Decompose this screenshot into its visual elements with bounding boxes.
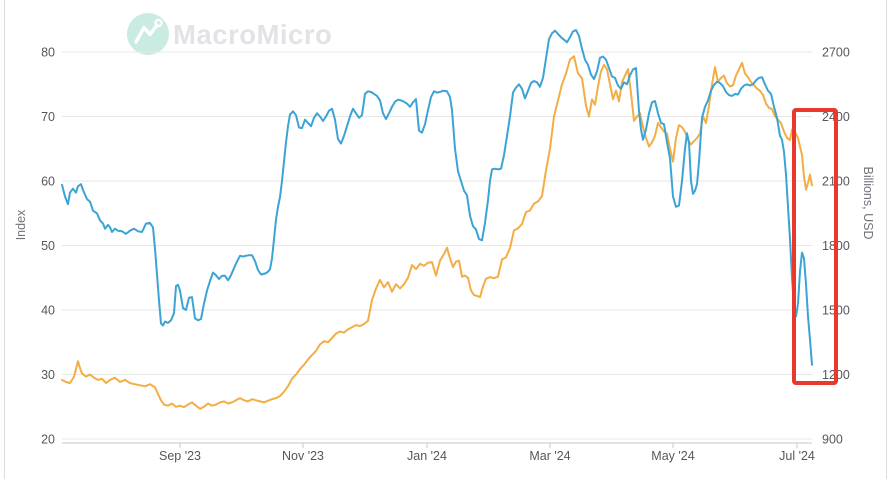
y-axis-title-right: Billions, USD: [861, 167, 875, 240]
logo-ring-icon: [154, 18, 163, 28]
card-right-border: [886, 0, 887, 479]
series-billions-usd-line: [61, 55, 813, 410]
x-tick-label: Nov '23: [282, 449, 324, 463]
y-axis-title-left: Index: [14, 209, 28, 240]
x-tick-label: Jan '24: [407, 449, 447, 463]
watermark-logo: MacroMicro: [127, 13, 332, 55]
card-left-border: [4, 0, 5, 479]
y-tick-label-left: 20: [41, 433, 55, 447]
x-tick-label: Sep '23: [159, 449, 201, 463]
x-tick-label: Mar '24: [529, 449, 570, 463]
watermark-brand-text: MacroMicro: [173, 19, 332, 50]
series-index-line: [61, 29, 813, 366]
x-tick-label: Jul '24: [779, 449, 815, 463]
highlight-annotation-box: [792, 108, 838, 385]
x-tick-label: May '24: [651, 449, 694, 463]
y-tick-label-left: 80: [41, 46, 55, 60]
y-tick-label-left: 30: [41, 368, 55, 382]
plot-area[interactable]: [62, 20, 812, 443]
y-tick-label-left: 40: [41, 304, 55, 318]
y-tick-label-left: 50: [41, 239, 55, 253]
y-tick-label-left: 70: [41, 110, 55, 124]
logo-zigzag-icon: [134, 23, 159, 44]
y-tick-label-left: 60: [41, 175, 55, 189]
y-tick-label-right: 900: [822, 433, 843, 447]
y-tick-label-right: 2700: [822, 46, 850, 60]
